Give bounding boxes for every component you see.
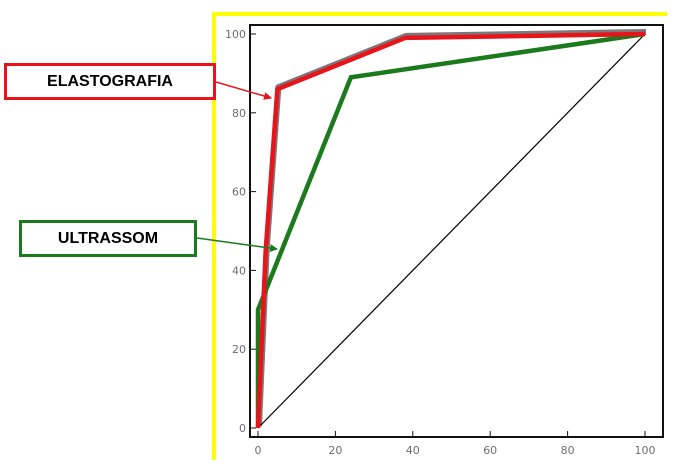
x-tick-label: 100 (635, 444, 656, 457)
series-layer (255, 29, 647, 429)
y-tick-label: 100 (225, 28, 246, 41)
elastografia-callout-label: ELASTOGRAFIA (4, 63, 216, 100)
y-tick-label: 0 (239, 422, 246, 435)
x-tick-label: 0 (255, 444, 262, 457)
reference-diagonal-line (257, 33, 646, 429)
x-tick-label: 40 (406, 444, 420, 457)
x-tick-label: 80 (561, 444, 575, 457)
y-tick-label: 20 (232, 343, 246, 356)
y-tick-label: 60 (232, 186, 246, 199)
axis-tick-labels: 0 20 40 60 80 100 0 20 40 60 80 100 (225, 28, 656, 457)
ultrassom-callout-arrow (196, 237, 278, 253)
x-tick-label: 60 (483, 444, 497, 457)
elastografia-series-line (255, 31, 646, 429)
plot-area (249, 24, 664, 438)
axis-ticks (250, 33, 646, 437)
ultrassom-callout-label: ULTRASSOM (19, 220, 197, 257)
elastografia-callout-arrow (215, 81, 272, 100)
y-tick-label: 40 (232, 264, 246, 277)
y-tick-label: 80 (232, 107, 246, 120)
x-tick-label: 20 (328, 444, 342, 457)
ultrassom-series-line (255, 31, 646, 428)
